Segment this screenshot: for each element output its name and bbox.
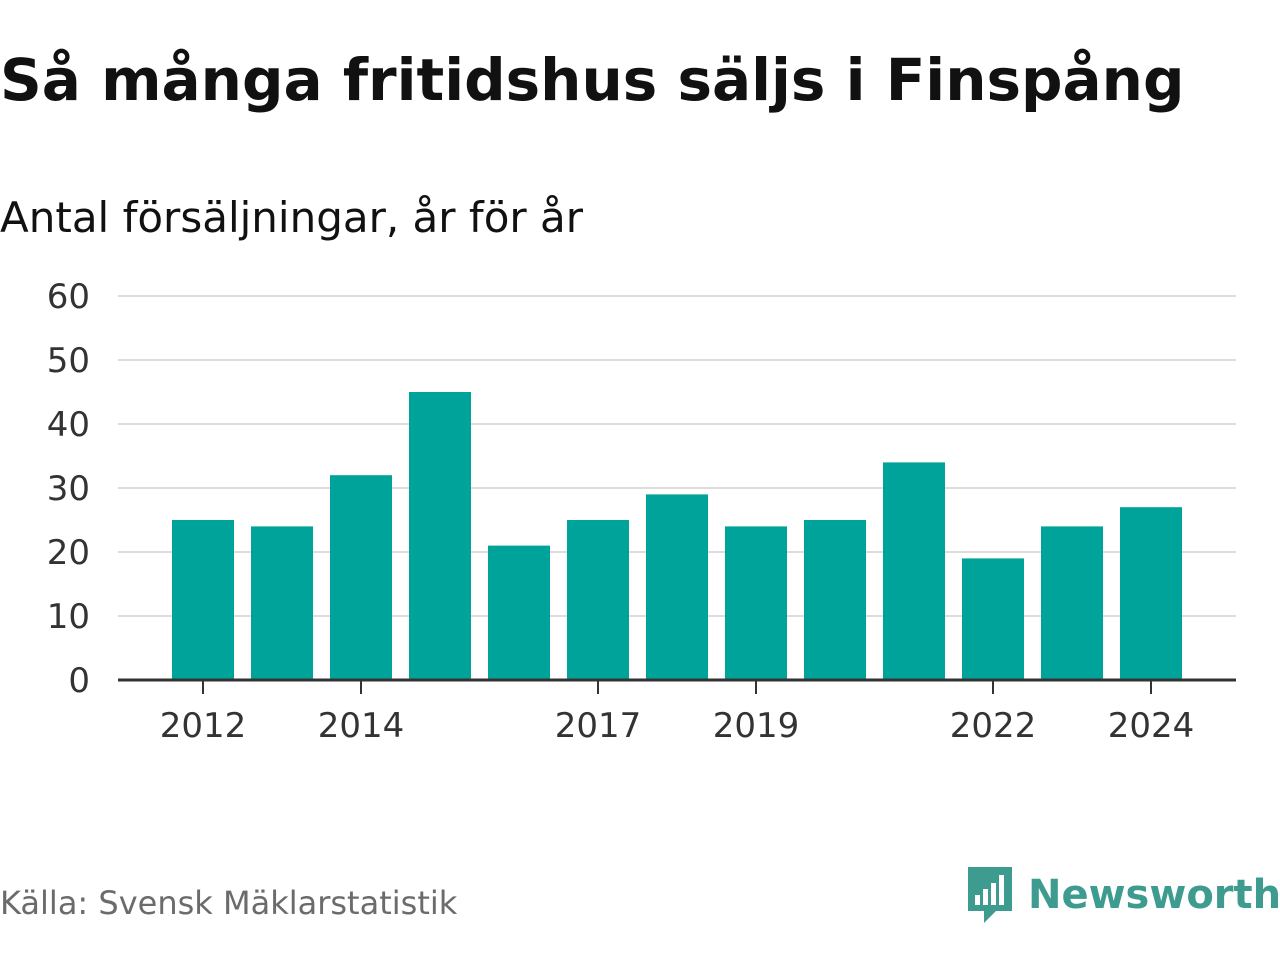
x-tick-label: 2019 xyxy=(713,706,800,746)
bar-2014 xyxy=(330,475,392,680)
chat-bubble-bar-chart-icon xyxy=(968,867,1012,923)
bar-2017 xyxy=(567,520,629,680)
bars xyxy=(172,392,1182,680)
bar-2024 xyxy=(1120,507,1182,680)
bar-chart: 0 10 20 30 40 50 60 2012 2014 2017 2019 2022 2024 xyxy=(47,277,1236,746)
source-note: Källa: Svensk Mäklarstatistik xyxy=(0,884,458,922)
bar-2012 xyxy=(172,520,234,680)
y-tick-label: 20 xyxy=(47,533,90,573)
y-tick-label: 60 xyxy=(47,277,90,317)
bar-2018 xyxy=(646,494,708,680)
bar-2020 xyxy=(804,520,866,680)
brand-name: Newsworthy xyxy=(1028,872,1280,918)
chart-title: Så många fritidshus säljs i Finspång xyxy=(0,46,1185,114)
bar-2023 xyxy=(1041,526,1103,680)
x-tick-label: 2014 xyxy=(318,706,405,746)
x-axis: 2012 2014 2017 2019 2022 2024 xyxy=(118,678,1236,746)
gridlines: 0 10 20 30 40 50 60 xyxy=(47,277,1236,701)
x-tick-label: 2012 xyxy=(160,706,247,746)
y-tick-label: 30 xyxy=(47,469,90,509)
x-tick-label: 2022 xyxy=(950,706,1037,746)
chart-subtitle: Antal försäljningar, år för år xyxy=(0,193,584,242)
bar-2013 xyxy=(251,526,313,680)
x-tick-label: 2017 xyxy=(555,706,642,746)
bar-2019 xyxy=(725,526,787,680)
bar-2016 xyxy=(488,545,550,680)
bar-2021 xyxy=(883,462,945,680)
bar-2022 xyxy=(962,558,1024,680)
bar-2015 xyxy=(409,392,471,680)
y-tick-label: 50 xyxy=(47,341,90,381)
y-tick-label: 0 xyxy=(68,661,90,701)
x-tick-label: 2024 xyxy=(1108,706,1195,746)
y-tick-label: 40 xyxy=(47,405,90,445)
y-tick-label: 10 xyxy=(47,597,90,637)
brand-logo: Newsworthy xyxy=(964,862,1280,928)
